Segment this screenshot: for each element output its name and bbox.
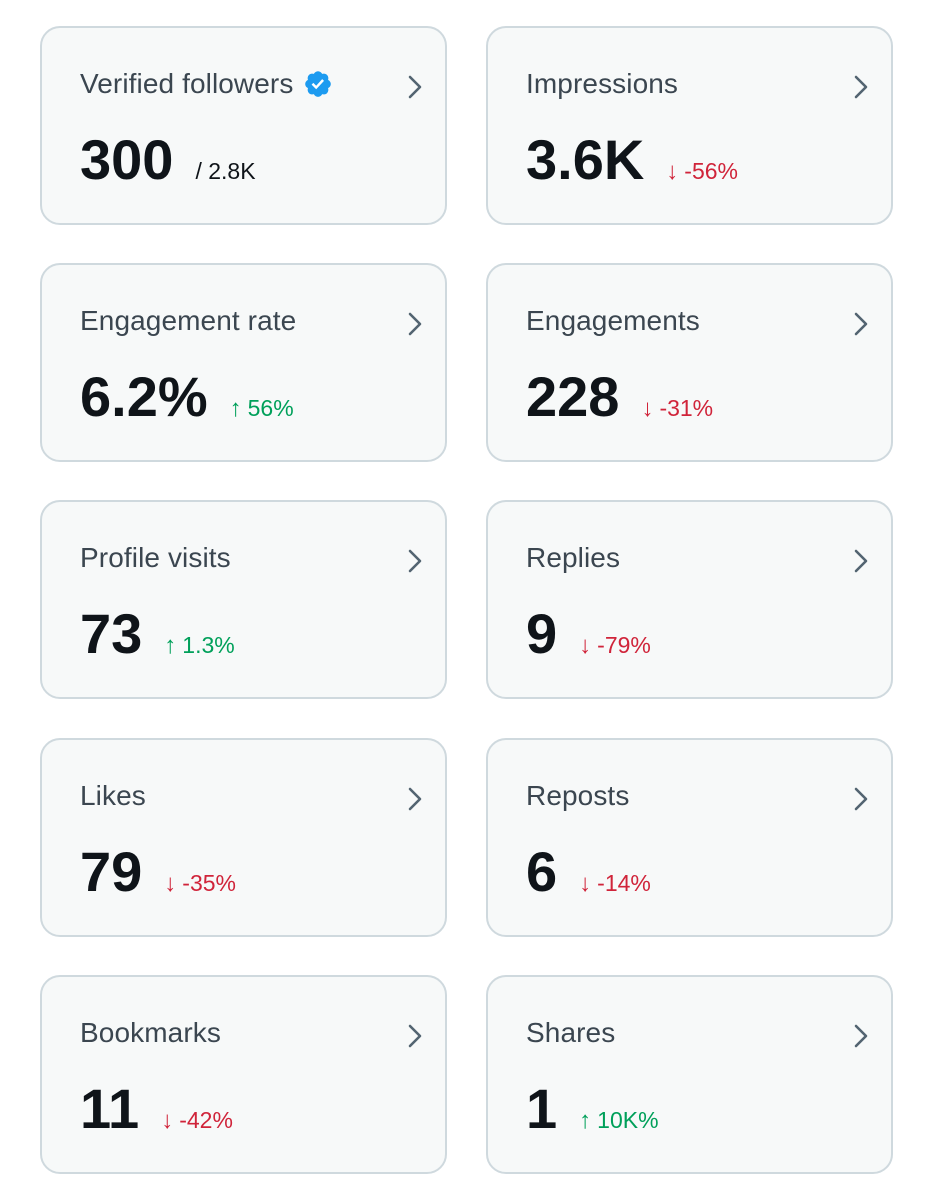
- card-engagement-rate[interactable]: Engagement rate 6.2% ↑ 56%: [40, 263, 447, 462]
- change-indicator: ↓ -31%: [641, 395, 713, 423]
- chevron-right-icon: [854, 787, 868, 811]
- chevron-right-icon: [408, 312, 422, 336]
- card-title: Reposts: [526, 780, 629, 812]
- card-value: 228: [526, 365, 620, 428]
- card-likes[interactable]: Likes 79 ↓ -35%: [40, 738, 447, 937]
- value-row: 6.2% ↑ 56%: [80, 369, 294, 425]
- card-value: 79: [80, 840, 143, 903]
- card-title-label: Engagements: [526, 305, 700, 336]
- card-title-label: Impressions: [526, 68, 679, 99]
- change-value: -56%: [684, 158, 738, 184]
- card-value: 9: [526, 602, 558, 665]
- change-value: 56%: [247, 395, 294, 421]
- card-bookmarks[interactable]: Bookmarks 11 ↓ -42%: [40, 975, 447, 1174]
- value-row: 3.6K ↓ -56%: [526, 132, 738, 188]
- verified-badge-icon: [305, 71, 332, 97]
- card-engagements[interactable]: Engagements 228 ↓ -31%: [486, 263, 893, 462]
- change-value: 1.3%: [182, 632, 235, 658]
- chevron-right-icon: [854, 312, 868, 336]
- card-title-label: Engagement rate: [80, 305, 297, 336]
- card-verified-followers[interactable]: Verified followers 300 / 2.8K: [40, 26, 447, 225]
- card-reposts[interactable]: Reposts 6 ↓ -14%: [486, 738, 893, 937]
- change-indicator: ↓ -79%: [579, 632, 651, 660]
- chevron-right-icon: [854, 75, 868, 99]
- change-indicator: ↓ -42%: [161, 1107, 233, 1135]
- card-replies[interactable]: Replies 9 ↓ -79%: [486, 500, 893, 699]
- card-title: Verified followers: [80, 68, 333, 100]
- value-row: 1 ↑ 10K%: [526, 1081, 659, 1137]
- chevron-right-icon: [854, 549, 868, 573]
- card-title: Engagement rate: [80, 305, 296, 337]
- card-shares[interactable]: Shares 1 ↑ 10K%: [486, 975, 893, 1174]
- value-row: 9 ↓ -79%: [526, 606, 651, 662]
- arrow-up-icon: ↑: [579, 1107, 592, 1134]
- change-value: -14%: [597, 870, 651, 896]
- card-value: 11: [80, 1077, 140, 1140]
- chevron-right-icon: [408, 787, 422, 811]
- card-profile-visits[interactable]: Profile visits 73 ↑ 1.3%: [40, 500, 447, 699]
- card-title-label: Replies: [526, 542, 621, 573]
- chevron-right-icon: [408, 1024, 422, 1048]
- card-value: 6.2%: [80, 365, 208, 428]
- change-indicator: ↑ 1.3%: [164, 632, 234, 660]
- value-row: 73 ↑ 1.3%: [80, 606, 235, 662]
- card-title: Likes: [80, 780, 146, 812]
- arrow-down-icon: ↓: [164, 870, 177, 897]
- chevron-right-icon: [408, 549, 422, 573]
- change-indicator: ↓ -56%: [666, 158, 738, 186]
- card-value: 73: [80, 602, 143, 665]
- card-value: 6: [526, 840, 558, 903]
- card-title: Impressions: [526, 68, 678, 100]
- card-title: Profile visits: [80, 542, 231, 574]
- change-value: -42%: [179, 1107, 233, 1133]
- card-total: / 2.8K: [195, 158, 256, 184]
- chevron-right-icon: [854, 1024, 868, 1048]
- arrow-down-icon: ↓: [161, 1107, 174, 1134]
- card-impressions[interactable]: Impressions 3.6K ↓ -56%: [486, 26, 893, 225]
- card-title-label: Verified followers: [80, 68, 294, 99]
- card-value: 3.6K: [526, 128, 645, 191]
- arrow-down-icon: ↓: [641, 395, 654, 422]
- value-row: 11 ↓ -42%: [80, 1081, 233, 1137]
- change-indicator: ↓ -14%: [579, 870, 651, 898]
- change-indicator: ↑ 10K%: [579, 1107, 658, 1135]
- change-value: -79%: [597, 632, 651, 658]
- arrow-up-icon: ↑: [164, 632, 177, 659]
- arrow-down-icon: ↓: [579, 870, 592, 897]
- change-value: 10K%: [597, 1107, 659, 1133]
- card-title-label: Profile visits: [80, 542, 231, 573]
- card-title: Replies: [526, 542, 620, 574]
- value-row: 228 ↓ -31%: [526, 369, 713, 425]
- value-row: 6 ↓ -14%: [526, 844, 651, 900]
- chevron-right-icon: [408, 75, 422, 99]
- card-title: Bookmarks: [80, 1017, 221, 1049]
- value-row: 300 / 2.8K: [80, 132, 256, 188]
- card-title: Engagements: [526, 305, 700, 337]
- value-row: 79 ↓ -35%: [80, 844, 236, 900]
- change-value: -31%: [659, 395, 714, 421]
- card-title-label: Bookmarks: [80, 1017, 221, 1048]
- change-indicator: ↓ -35%: [164, 870, 236, 898]
- card-title: Shares: [526, 1017, 615, 1049]
- change-value: -35%: [182, 870, 236, 896]
- change-indicator: ↑ 56%: [230, 395, 294, 423]
- card-title-label: Reposts: [526, 780, 630, 811]
- card-value: 300: [80, 128, 174, 191]
- arrow-down-icon: ↓: [579, 632, 592, 659]
- card-value: 1: [526, 1077, 558, 1140]
- arrow-up-icon: ↑: [229, 395, 242, 422]
- card-title-label: Likes: [80, 780, 146, 811]
- card-title-label: Shares: [526, 1017, 616, 1048]
- arrow-down-icon: ↓: [666, 158, 679, 185]
